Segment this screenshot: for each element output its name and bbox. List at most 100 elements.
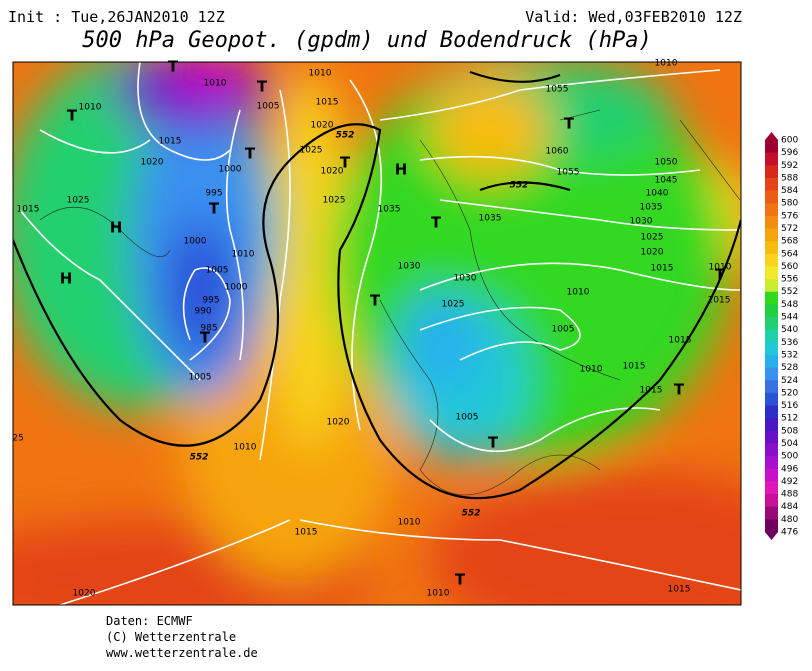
colorbar-label: 560 bbox=[781, 262, 798, 272]
colorbar-label: 504 bbox=[781, 439, 798, 449]
isobar-label: 1005 bbox=[206, 266, 229, 276]
isobar-label: 1025 bbox=[67, 196, 90, 206]
colorbar-label: 552 bbox=[781, 287, 798, 297]
height-552-contour bbox=[13, 70, 741, 500]
colorbar-label: 600 bbox=[781, 136, 798, 146]
isobar-label: 1035 bbox=[640, 203, 663, 213]
colorbar-label: 516 bbox=[781, 401, 798, 411]
pressure-center: T bbox=[431, 214, 442, 232]
colorbar-label: 572 bbox=[781, 224, 798, 234]
colorbar-label: 492 bbox=[781, 477, 798, 487]
isobar-label: 1010 bbox=[398, 518, 421, 528]
pressure-center: H bbox=[60, 270, 73, 288]
pressure-center: T bbox=[67, 107, 78, 125]
isobar-label: 1015 bbox=[17, 205, 40, 215]
isobar-label: 25 bbox=[12, 434, 23, 444]
colorbar-band bbox=[765, 443, 778, 457]
field-shading bbox=[13, 62, 741, 605]
colorbar-band bbox=[765, 430, 778, 444]
source: Daten: ECMWF bbox=[106, 614, 193, 628]
colorbar-band bbox=[765, 253, 778, 267]
colorbar-band bbox=[765, 354, 778, 369]
pressure-center: T bbox=[257, 78, 268, 96]
colorbar-band bbox=[765, 241, 778, 255]
isobar-label: 1010 bbox=[709, 263, 732, 273]
pressure-center: T bbox=[200, 329, 211, 347]
colorbar-label: 508 bbox=[781, 426, 798, 436]
isobar-label: 1015 bbox=[708, 296, 731, 306]
isobar-label: 1045 bbox=[655, 176, 678, 186]
isobar-label: 1060 bbox=[546, 147, 569, 157]
isobar-label: 1000 bbox=[225, 283, 248, 293]
colorbar-top-tip bbox=[765, 132, 778, 140]
isobar-label: 1010 bbox=[204, 79, 227, 89]
colorbar-label: 556 bbox=[781, 275, 798, 285]
isobar-label: 1035 bbox=[378, 205, 401, 215]
isobar-label: 1005 bbox=[257, 102, 280, 112]
isobar-label: 1005 bbox=[456, 413, 479, 423]
height-label: 552 bbox=[190, 453, 209, 463]
isobars bbox=[19, 62, 741, 605]
isobar-label: 1015 bbox=[316, 98, 339, 108]
pressure-center: H bbox=[395, 161, 408, 179]
colorbar-label: 500 bbox=[781, 452, 798, 462]
colorbar-band bbox=[765, 329, 778, 343]
isobar-label: 1010 bbox=[79, 103, 102, 113]
isobar-label: 985 bbox=[200, 324, 217, 334]
pressure-center: T bbox=[674, 381, 685, 399]
colorbar-label: 480 bbox=[781, 515, 798, 525]
map-field bbox=[13, 62, 741, 605]
colorbar-label: 548 bbox=[781, 300, 798, 310]
isobar-label: 1025 bbox=[442, 300, 465, 310]
isobar-label: 1010 bbox=[232, 250, 255, 260]
colorbar-band bbox=[765, 342, 778, 356]
isobar-label: 1020 bbox=[321, 167, 344, 177]
isobar-label: 1000 bbox=[219, 165, 242, 175]
height-label: 552 bbox=[462, 509, 481, 519]
isobar-label: 1020 bbox=[141, 158, 164, 168]
colorbar-band bbox=[765, 481, 778, 495]
isobar-label: 1010 bbox=[567, 288, 590, 298]
colorbar-band bbox=[765, 266, 778, 280]
colorbar-band bbox=[765, 152, 778, 166]
colorbar-label: 496 bbox=[781, 464, 798, 474]
height-label: 552 bbox=[510, 181, 529, 191]
pressure-center: T bbox=[715, 266, 726, 284]
isobar-label: 1020 bbox=[311, 121, 334, 131]
coastlines bbox=[39, 109, 741, 496]
isobar-label: 1020 bbox=[641, 248, 664, 258]
colorbar-label: 596 bbox=[781, 148, 798, 158]
colorbar-band bbox=[765, 165, 778, 179]
pressure-center: T bbox=[488, 434, 499, 452]
isobar-label: 1015 bbox=[669, 336, 692, 346]
init-time: Init : Tue,26JAN2010 12Z bbox=[8, 8, 225, 26]
colorbar-label: 532 bbox=[781, 350, 798, 360]
colorbar-label: 488 bbox=[781, 490, 798, 500]
isobar-label: 1025 bbox=[323, 196, 346, 206]
colorbar-band bbox=[765, 456, 778, 470]
colorbar-band bbox=[765, 506, 778, 520]
pressure-center: T bbox=[209, 200, 220, 218]
isobar-label: 1025 bbox=[641, 233, 664, 243]
isobar-label: 1015 bbox=[295, 528, 318, 538]
colorbar-band bbox=[765, 418, 778, 432]
colorbar-label: 476 bbox=[781, 528, 798, 538]
colorbar-label: 544 bbox=[781, 313, 798, 323]
isobar-label: 1020 bbox=[73, 589, 96, 599]
isobar-label: 1015 bbox=[640, 386, 663, 396]
isobar-label: 1010 bbox=[234, 443, 257, 453]
colorbar-label: 512 bbox=[781, 414, 798, 424]
pressure-center: T bbox=[340, 154, 351, 172]
isobar-label: 1030 bbox=[398, 262, 421, 272]
colorbar-band bbox=[765, 279, 778, 293]
colorbar-band bbox=[765, 405, 778, 419]
pressure-center: T bbox=[370, 292, 381, 310]
colorbar-band bbox=[765, 177, 778, 192]
colorbar-band bbox=[765, 190, 778, 204]
colorbar-label: 540 bbox=[781, 325, 798, 335]
isobar-label: 1015 bbox=[159, 137, 182, 147]
colorbar-band bbox=[765, 215, 778, 230]
isobar-label: 1055 bbox=[546, 85, 569, 95]
colorbar-label: 520 bbox=[781, 388, 798, 398]
